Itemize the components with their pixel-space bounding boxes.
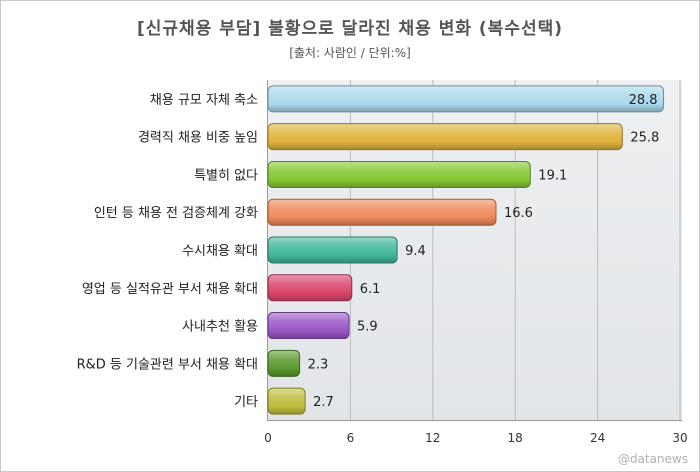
labels: 채용 규모 자체 축소 28.8 경력직 채용 비중 높임 25.8 특별히 없다 19.… [77, 93, 660, 410]
bar [267, 236, 398, 264]
category-label: 특별히 없다 [194, 168, 258, 183]
bar [267, 85, 665, 113]
category-label: R&D 등 기술관련 부서 채용 확대 [77, 357, 258, 372]
category-label: 인턴 등 채용 전 검증체계 강화 [94, 206, 258, 221]
category-label: 경력직 채용 비중 높임 [138, 131, 258, 146]
chart-title: [신규채용 부담] 불황으로 달라진 채용 변화 (복수선택) [136, 19, 564, 39]
bar [267, 198, 497, 226]
bar [267, 160, 531, 188]
value-label: 9.4 [405, 244, 426, 259]
bar [267, 312, 350, 340]
x-tick-label: 6 [347, 431, 355, 445]
chart-subtitle: [출처: 사람인 / 단위:%] [289, 46, 411, 60]
x-tick-label: 12 [425, 431, 440, 445]
value-label: 2.7 [313, 395, 334, 410]
x-tick-label: 0 [264, 431, 272, 445]
value-label: 6.1 [360, 282, 381, 297]
bar [267, 349, 301, 377]
category-label: 채용 규모 자체 축소 [150, 93, 258, 108]
category-label: 기타 [234, 395, 258, 410]
watermark: @datanews [617, 452, 688, 466]
bar [267, 274, 353, 302]
x-axis: 0 6 12 18 24 30 [264, 431, 687, 445]
bar [267, 387, 306, 415]
category-label: 영업 등 실적유관 부서 채용 확대 [82, 282, 258, 297]
bars [267, 85, 665, 415]
category-label: 사내추천 활용 [182, 320, 258, 335]
value-label: 2.3 [308, 357, 329, 372]
x-tick-label: 24 [590, 431, 605, 445]
x-tick-label: 30 [672, 431, 687, 445]
value-label: 19.1 [538, 168, 567, 183]
value-label: 16.6 [504, 206, 533, 221]
category-label: 수시채용 확대 [182, 244, 258, 259]
value-label: 25.8 [630, 131, 659, 146]
x-tick-label: 18 [508, 431, 523, 445]
value-label: 28.8 [629, 93, 658, 108]
value-label: 5.9 [357, 320, 378, 335]
bar [267, 123, 623, 151]
